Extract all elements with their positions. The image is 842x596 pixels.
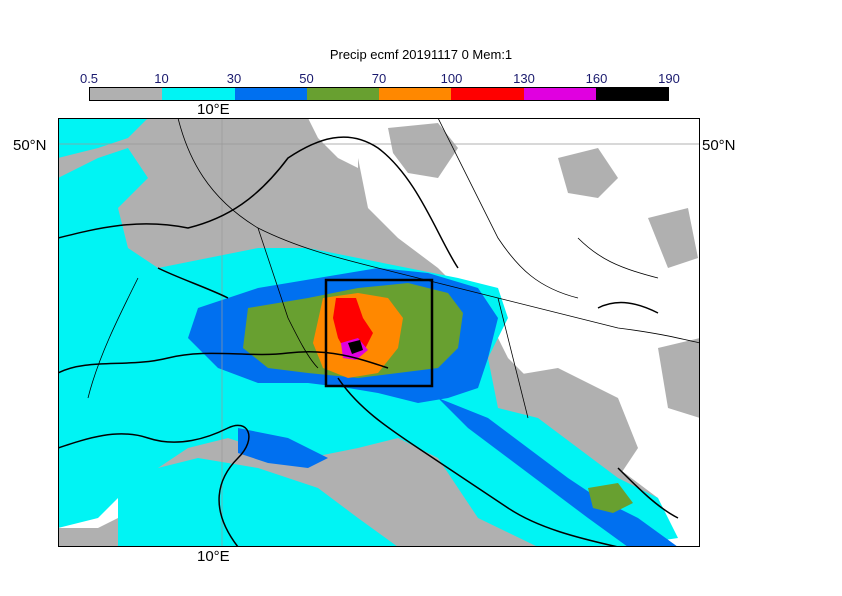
colorbar-tick-label: 30	[226, 71, 242, 86]
precip-band-30-south	[238, 428, 328, 468]
colorbar-segment-2	[234, 88, 307, 100]
grey-patch-1	[388, 123, 458, 178]
no-precip-area-north	[308, 118, 358, 168]
colorbar-segment-6	[523, 88, 596, 100]
precip-band-160	[348, 340, 363, 354]
precip-band-100	[333, 298, 373, 356]
colorbar-tick-label: 130	[513, 71, 535, 86]
colorbar-tick-label: 160	[585, 71, 608, 86]
colorbar-segment-1	[162, 88, 235, 100]
focus-region-box	[324, 278, 434, 388]
colorbar-tick-label: 0.5	[79, 71, 99, 86]
colorbar-tick-label: 100	[440, 71, 463, 86]
lon-label-top: 10°E	[197, 101, 230, 118]
lat-label-right: 50°N	[702, 137, 736, 154]
coastlines	[58, 136, 679, 547]
grey-patch-5	[498, 368, 638, 478]
grey-patch-3	[648, 208, 698, 268]
lon-label-bottom: 10°E	[197, 548, 230, 565]
colorbar-tick-label: 50	[299, 71, 314, 86]
country-borders	[87, 118, 700, 419]
precip-band-10-north	[58, 118, 148, 158]
colorbar-segment-7	[595, 88, 668, 100]
precip-band-10-south	[118, 458, 398, 547]
precip-band-50-southeast	[588, 483, 633, 513]
colorbar	[89, 87, 669, 101]
lat-label-left: 50°N	[13, 137, 47, 154]
grey-patch-2	[558, 148, 618, 198]
figure-title: Precip ecmf 20191117 0 Mem:1	[329, 47, 513, 62]
colorbar-segment-3	[306, 88, 379, 100]
colorbar-segment-4	[379, 88, 452, 100]
colorbar-tick-label: 10	[154, 71, 169, 86]
colorbar-segment-0	[90, 88, 163, 100]
grey-patch-4	[658, 338, 700, 418]
colorbar-segment-5	[451, 88, 524, 100]
colorbar-tick-label: 190	[658, 71, 680, 86]
precipitation-map	[58, 118, 700, 547]
colorbar-tick-label: 70	[371, 71, 387, 86]
map-frame	[58, 118, 700, 547]
